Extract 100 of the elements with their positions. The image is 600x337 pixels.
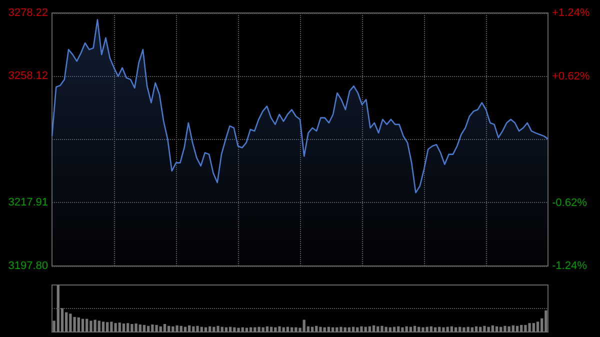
bar <box>422 327 424 332</box>
bar <box>544 310 548 332</box>
bar <box>384 326 388 332</box>
bar <box>516 326 519 332</box>
bar <box>237 328 240 332</box>
bar <box>266 326 269 332</box>
bar <box>418 326 420 332</box>
bar <box>454 327 458 332</box>
bar <box>405 326 408 332</box>
bar <box>155 324 158 332</box>
bar <box>327 326 330 332</box>
bar <box>532 323 535 332</box>
y2-tick-label: -0.62% <box>552 196 588 209</box>
bar <box>331 327 334 332</box>
bar <box>290 327 294 332</box>
bar <box>102 322 105 332</box>
bar <box>172 326 174 332</box>
bar <box>512 325 514 332</box>
bar <box>426 326 428 332</box>
bar <box>228 326 232 332</box>
bar <box>470 327 474 332</box>
bar <box>212 326 216 332</box>
bar <box>86 318 88 332</box>
bar <box>348 327 351 332</box>
bar <box>134 324 138 332</box>
bar <box>340 326 342 332</box>
y-tick-label: 3278.22 <box>8 7 48 19</box>
bar <box>483 326 486 332</box>
bar <box>286 326 290 332</box>
bar <box>90 320 92 332</box>
bar <box>220 326 224 332</box>
bar <box>192 326 195 332</box>
bar <box>474 326 478 332</box>
bar <box>409 326 412 332</box>
bar <box>487 326 490 332</box>
bar <box>458 326 462 332</box>
y-tick-label: 3197.80 <box>8 260 48 272</box>
bar <box>446 326 449 332</box>
bar <box>151 324 154 332</box>
bar <box>270 326 273 332</box>
bar <box>520 324 523 332</box>
bar <box>466 326 470 332</box>
y-tick-label: 3258.12 <box>8 70 48 82</box>
bar <box>130 324 134 332</box>
bar <box>315 326 318 332</box>
bar <box>249 327 252 332</box>
bar <box>401 327 404 332</box>
bar <box>69 314 72 332</box>
bar <box>241 327 244 332</box>
bar <box>262 327 264 332</box>
bar <box>106 322 109 332</box>
bar <box>508 326 510 332</box>
bar <box>184 326 187 332</box>
bar <box>413 326 416 332</box>
y2-tick-label: +0.62% <box>552 70 590 82</box>
bar <box>319 326 322 332</box>
bar <box>278 326 281 332</box>
bar <box>180 326 182 332</box>
bar <box>336 327 338 332</box>
bar <box>397 326 400 332</box>
bar <box>388 327 392 332</box>
bar <box>176 325 178 332</box>
bar <box>110 322 113 332</box>
bar <box>356 327 359 332</box>
bar <box>77 317 80 332</box>
y2-tick-label: -1.24% <box>552 260 588 272</box>
bar <box>56 285 60 332</box>
bar <box>376 326 380 332</box>
bar <box>167 326 170 332</box>
bar <box>147 326 150 332</box>
bar <box>94 320 96 332</box>
bar <box>479 326 482 332</box>
bar <box>224 327 228 332</box>
bar <box>392 326 396 332</box>
y-tick-label: 3217.91 <box>8 196 48 209</box>
bar <box>302 320 306 332</box>
bar <box>204 327 208 332</box>
bar <box>254 327 256 332</box>
bar <box>310 326 314 332</box>
bar <box>282 327 285 332</box>
bar <box>442 327 445 332</box>
bar <box>274 327 277 332</box>
bar <box>372 325 376 332</box>
bar <box>159 326 162 332</box>
bar <box>504 326 506 332</box>
bar <box>200 326 203 332</box>
bar <box>344 327 346 332</box>
bar <box>233 327 236 332</box>
bar <box>491 325 494 332</box>
bar <box>258 326 260 332</box>
bar <box>65 312 68 332</box>
bar <box>323 327 326 332</box>
bar <box>380 326 384 332</box>
y2-tick-label: +1.24% <box>552 7 590 19</box>
bar <box>368 326 372 332</box>
bar <box>352 326 355 332</box>
bar <box>438 326 441 332</box>
bar <box>500 326 502 332</box>
bar <box>495 326 498 332</box>
bar <box>118 322 121 332</box>
